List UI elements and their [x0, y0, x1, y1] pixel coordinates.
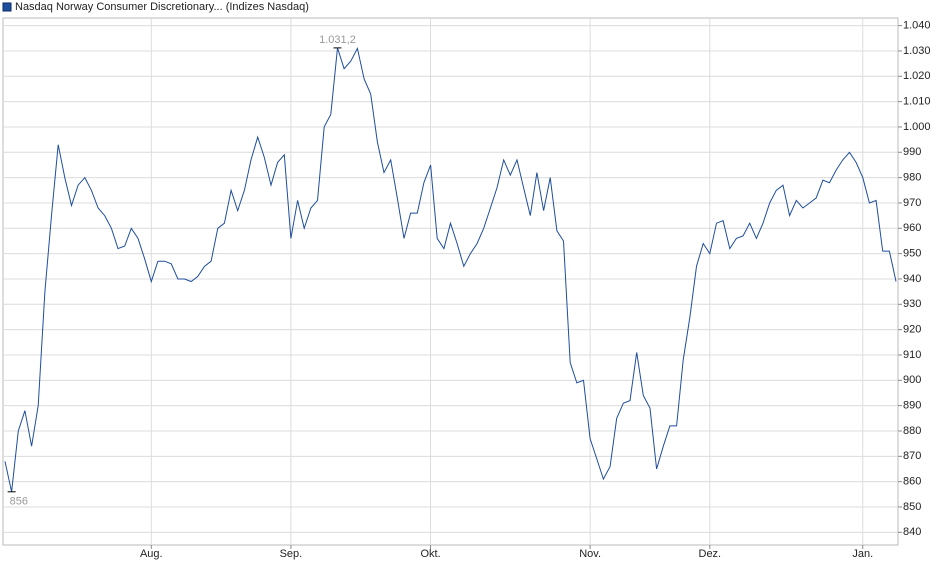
y-tick-label: 940 [903, 273, 921, 285]
y-tick-label: 950 [903, 248, 921, 260]
y-tick-label: 880 [903, 425, 921, 437]
x-tick-label: Aug. [140, 548, 163, 560]
x-tick-label: Dez. [699, 548, 722, 560]
legend-swatch [2, 2, 12, 12]
series-line [4, 46, 897, 492]
annotation: 856 [10, 496, 28, 508]
y-tick-label: 910 [903, 349, 921, 361]
x-tick-label: Nov. [579, 548, 601, 560]
y-tick-label: 920 [903, 324, 921, 336]
plot-area [2, 17, 899, 546]
y-tick-label: 960 [903, 222, 921, 234]
y-tick-label: 870 [903, 450, 921, 462]
y-tick-label: 890 [903, 400, 921, 412]
y-tick-label: 1.020 [903, 70, 931, 82]
y-tick-label: 860 [903, 476, 921, 488]
annotation: 1.031,2 [319, 34, 356, 46]
y-tick-label: 900 [903, 374, 921, 386]
x-tick-label: Sep. [280, 548, 303, 560]
x-tick-label: Jan. [852, 548, 873, 560]
y-tick-label: 1.030 [903, 45, 931, 57]
x-tick-label: Okt. [420, 548, 440, 560]
y-tick-label: 1.000 [903, 121, 931, 133]
y-tick-label: 930 [903, 298, 921, 310]
y-tick-label: 840 [903, 526, 921, 538]
y-tick-label: 850 [903, 501, 921, 513]
y-tick-label: 1.040 [903, 20, 931, 32]
y-tick-label: 990 [903, 146, 921, 158]
legend-label: Nasdaq Norway Consumer Discretionary... … [15, 1, 309, 13]
y-tick-label: 970 [903, 197, 921, 209]
y-tick-label: 980 [903, 172, 921, 184]
y-tick-label: 1.010 [903, 96, 931, 108]
